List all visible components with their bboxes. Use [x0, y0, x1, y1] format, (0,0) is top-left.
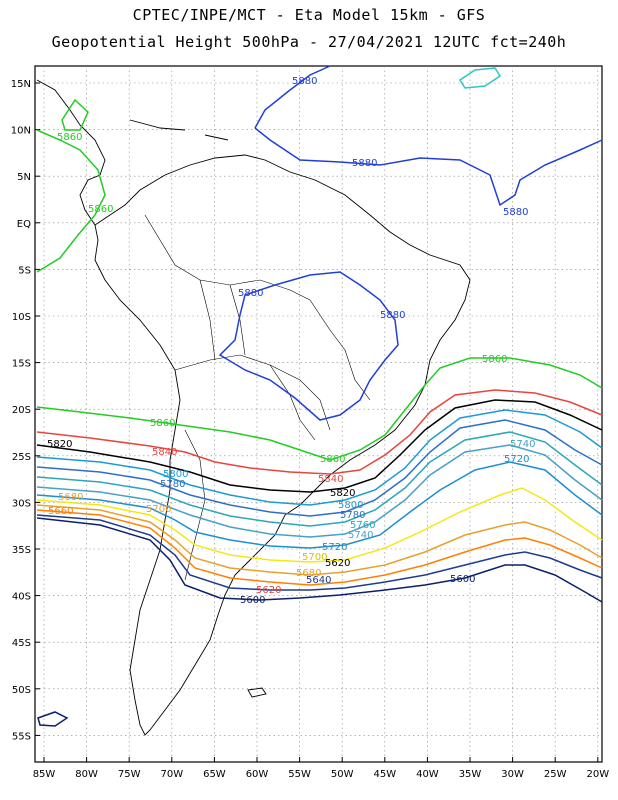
contour-label: 5820: [330, 488, 355, 499]
contour-label: 5740: [510, 439, 535, 450]
caribbean-islands: [129, 119, 229, 141]
map-grid: [35, 66, 602, 762]
contour-label: 5680: [58, 492, 83, 503]
height-contours: [36, 65, 603, 727]
contour-label: 5840: [318, 474, 343, 485]
contour-5860-pacific: [36, 129, 106, 273]
lat-tick-label: 25S: [12, 452, 31, 463]
contour-5660: [36, 509, 603, 586]
falkland-islands: [247, 687, 267, 698]
lon-tick-label: 80W: [75, 769, 98, 780]
lon-tick-label: 75W: [118, 769, 141, 780]
contour-label: 5720: [504, 454, 529, 465]
contour-5880-amazon: [218, 271, 399, 421]
contour-label: 5700: [302, 552, 327, 563]
contour-5720: [36, 461, 603, 549]
contour-low-south: [37, 711, 69, 727]
contour-5880-north: [254, 65, 331, 129]
contour-label: 5820: [47, 439, 72, 450]
contour-label: 5840: [152, 447, 177, 458]
lat-tick-label: 30S: [12, 498, 31, 509]
map-title-line1: CPTEC/INPE/MCT - Eta Model 15km - GFS: [132, 6, 486, 24]
contour-extra-cyan: [458, 67, 502, 89]
lat-tick-label: 5S: [18, 265, 31, 276]
contour-label: 5600: [240, 595, 265, 606]
lon-tick-label: 70W: [160, 769, 183, 780]
map-frame: [34, 65, 603, 763]
lon-tick-label: 45W: [373, 769, 396, 780]
contour-label: 5860: [482, 354, 507, 365]
contour-5880-atlantic: [254, 127, 603, 207]
contour-5740: [36, 444, 603, 538]
lat-tick-label: EQ: [17, 219, 31, 230]
contour-labels: 5880 5880 5880 5880 5880 5860 5860 5860 …: [47, 76, 535, 606]
contour-5820: [36, 399, 603, 493]
contour-label: 5600: [450, 574, 475, 585]
contour-5800: [36, 409, 603, 506]
contour-label: 5780: [340, 510, 365, 521]
lat-tick-label: 5N: [17, 172, 31, 183]
lat-tick-label: 35S: [12, 545, 31, 556]
lat-tick-label: 10S: [12, 312, 31, 323]
lon-tick-label: 35W: [459, 769, 482, 780]
coastlines: [36, 79, 471, 736]
contour-label: 5880: [380, 310, 405, 321]
lat-tick-label: 40S: [12, 592, 31, 603]
contour-5860-south: [36, 357, 603, 461]
country-borders: [144, 214, 371, 581]
lon-tick-label: 50W: [331, 769, 354, 780]
contour-label: 5740: [348, 530, 373, 541]
contour-5840: [36, 389, 603, 475]
south-america-outline: [94, 154, 471, 736]
lat-tick-label: 20S: [12, 405, 31, 416]
central-america-coast: [36, 79, 106, 226]
lon-tick-label: 60W: [246, 769, 269, 780]
contour-label: 5660: [48, 506, 73, 517]
lon-tick-label: 55W: [288, 769, 311, 780]
lat-tick-label: 15N: [11, 79, 31, 90]
contour-label: 5700: [146, 504, 171, 515]
contour-label: 5860: [150, 418, 175, 429]
contour-label: 5640: [306, 575, 331, 586]
map-title-line2: Geopotential Height 500hPa - 27/04/2021 …: [51, 33, 567, 51]
contour-5780: [36, 419, 603, 517]
contour-label: 5680: [296, 568, 321, 579]
contour-label: 5880: [238, 288, 263, 299]
lat-tick-label: 55S: [12, 731, 31, 742]
contour-5600: [36, 517, 603, 603]
contour-5760: [36, 431, 603, 527]
lon-tick-label: 20W: [586, 769, 609, 780]
lon-tick-label: 85W: [33, 769, 56, 780]
contour-5700: [36, 487, 603, 563]
contour-label: 5800: [163, 469, 188, 480]
axis-ticks: 15N 10N 5N EQ 5S 10S 15S 20S 25S 30S 35S 40S 45S 50S 5…: [11, 79, 609, 780]
lon-tick-label: 30W: [501, 769, 524, 780]
contour-label: 5860: [88, 204, 113, 215]
lat-tick-label: 15S: [12, 359, 31, 370]
lat-tick-label: 10N: [11, 126, 31, 137]
lon-tick-label: 40W: [416, 769, 439, 780]
contour-label: 5860: [57, 132, 82, 143]
contour-label: 5880: [352, 158, 377, 169]
lat-tick-label: 45S: [12, 638, 31, 649]
contour-label: 5880: [503, 207, 528, 218]
contour-label: 5880: [292, 76, 317, 87]
contour-label: 5620: [325, 558, 350, 569]
lat-tick-label: 50S: [12, 685, 31, 696]
contour-label: 5860: [320, 454, 345, 465]
contour-5860-loop: [61, 98, 89, 131]
contour-label: 5780: [160, 479, 185, 490]
contour-label: 5620: [256, 585, 281, 596]
contour-label: 5800: [338, 500, 363, 511]
contour-5680: [36, 504, 603, 576]
contour-label: 5720: [322, 542, 347, 553]
lon-tick-label: 25W: [544, 769, 567, 780]
contour-label: 5760: [350, 520, 375, 531]
contour-5640: [36, 514, 603, 591]
lon-tick-label: 65W: [203, 769, 226, 780]
